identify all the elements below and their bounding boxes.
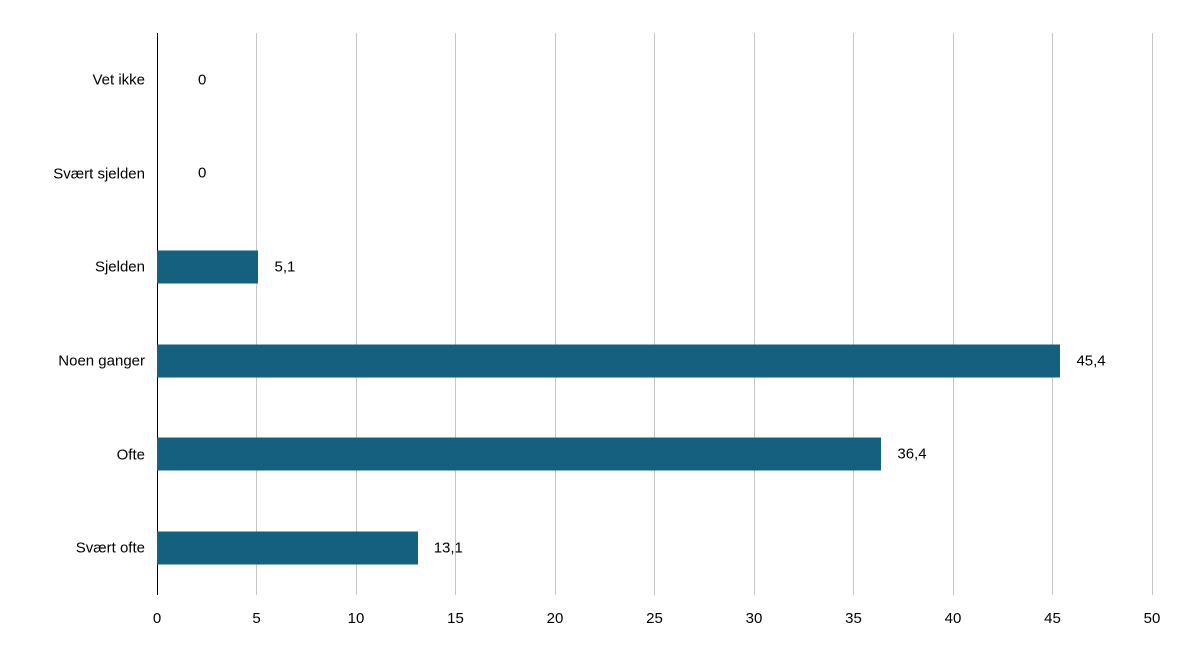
category-label: Sjelden [94, 258, 145, 276]
x-tick-label: 0 [152, 610, 162, 627]
x-tick-label: 10 [347, 610, 365, 627]
x-tick-label: 45 [1044, 610, 1061, 627]
value-label: 5,1 [274, 258, 296, 276]
bar [157, 250, 259, 284]
value-label: 0 [198, 164, 207, 182]
x-tick-label: 30 [745, 610, 763, 627]
bar-row: 36,4 [157, 408, 1152, 502]
gridline [554, 33, 556, 595]
category-label: Ofte [116, 446, 145, 463]
category-label: Svært ofte [75, 539, 145, 557]
gridline [853, 33, 854, 595]
category-label: Vet ikke [92, 71, 145, 89]
category-label: Svært sjelden [53, 165, 145, 182]
x-tick-label: 50 [1143, 610, 1161, 627]
bar-row: 0 [157, 33, 1152, 127]
bar-row: 0 [157, 127, 1152, 221]
value-label: 36,4 [897, 445, 927, 463]
gridline [256, 33, 257, 595]
x-tick-label: 25 [646, 610, 663, 627]
x-tick-label: 15 [447, 610, 464, 627]
gridline [753, 33, 755, 595]
category-label: Noen ganger [58, 352, 145, 370]
bar-row: 13,1 [157, 501, 1152, 595]
bar [157, 531, 418, 565]
x-tick-label: 40 [944, 610, 962, 627]
bar [157, 437, 882, 471]
gridline [952, 33, 954, 595]
x-tick-label: 5 [252, 610, 261, 627]
x-tick-label: 35 [845, 610, 862, 627]
zero-axis-line [156, 33, 158, 595]
gridline [654, 33, 655, 595]
bar-row: 5,1 [157, 220, 1152, 314]
x-tick-label: 20 [546, 610, 564, 627]
value-label: 0 [198, 71, 207, 89]
gridline [1052, 33, 1053, 595]
value-label: 45,4 [1076, 352, 1106, 370]
value-label: 13,1 [433, 539, 463, 557]
plot-area: 0 0 5,1 45,4 36,4 13,1 0 5 10 15 20 25 30 35 40 45 50 [153, 33, 1160, 627]
gridline [355, 33, 357, 595]
bar-row: 45,4 [157, 314, 1152, 408]
gridline [1151, 33, 1153, 595]
bar [157, 344, 1061, 378]
gridline [455, 33, 456, 595]
